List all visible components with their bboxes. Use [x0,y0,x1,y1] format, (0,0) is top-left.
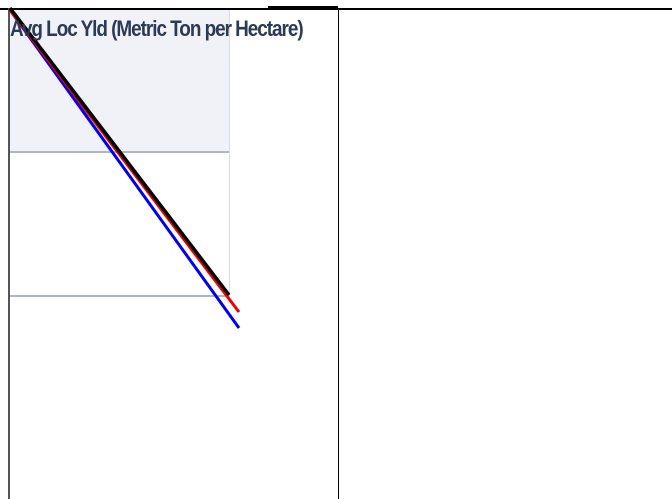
plot-right-edge [229,10,230,297]
window-top-border [0,8,672,10]
series-line-blue [8,9,241,329]
pane-divider[interactable] [338,8,339,499]
chart-title: Avg Loc Yld (Metric Ton per Hectare) [10,16,304,41]
window-top-accent [268,6,338,8]
series-line-black [8,6,231,297]
plot-band [10,10,230,151]
window-left-border [8,8,10,499]
gridline [10,295,230,297]
